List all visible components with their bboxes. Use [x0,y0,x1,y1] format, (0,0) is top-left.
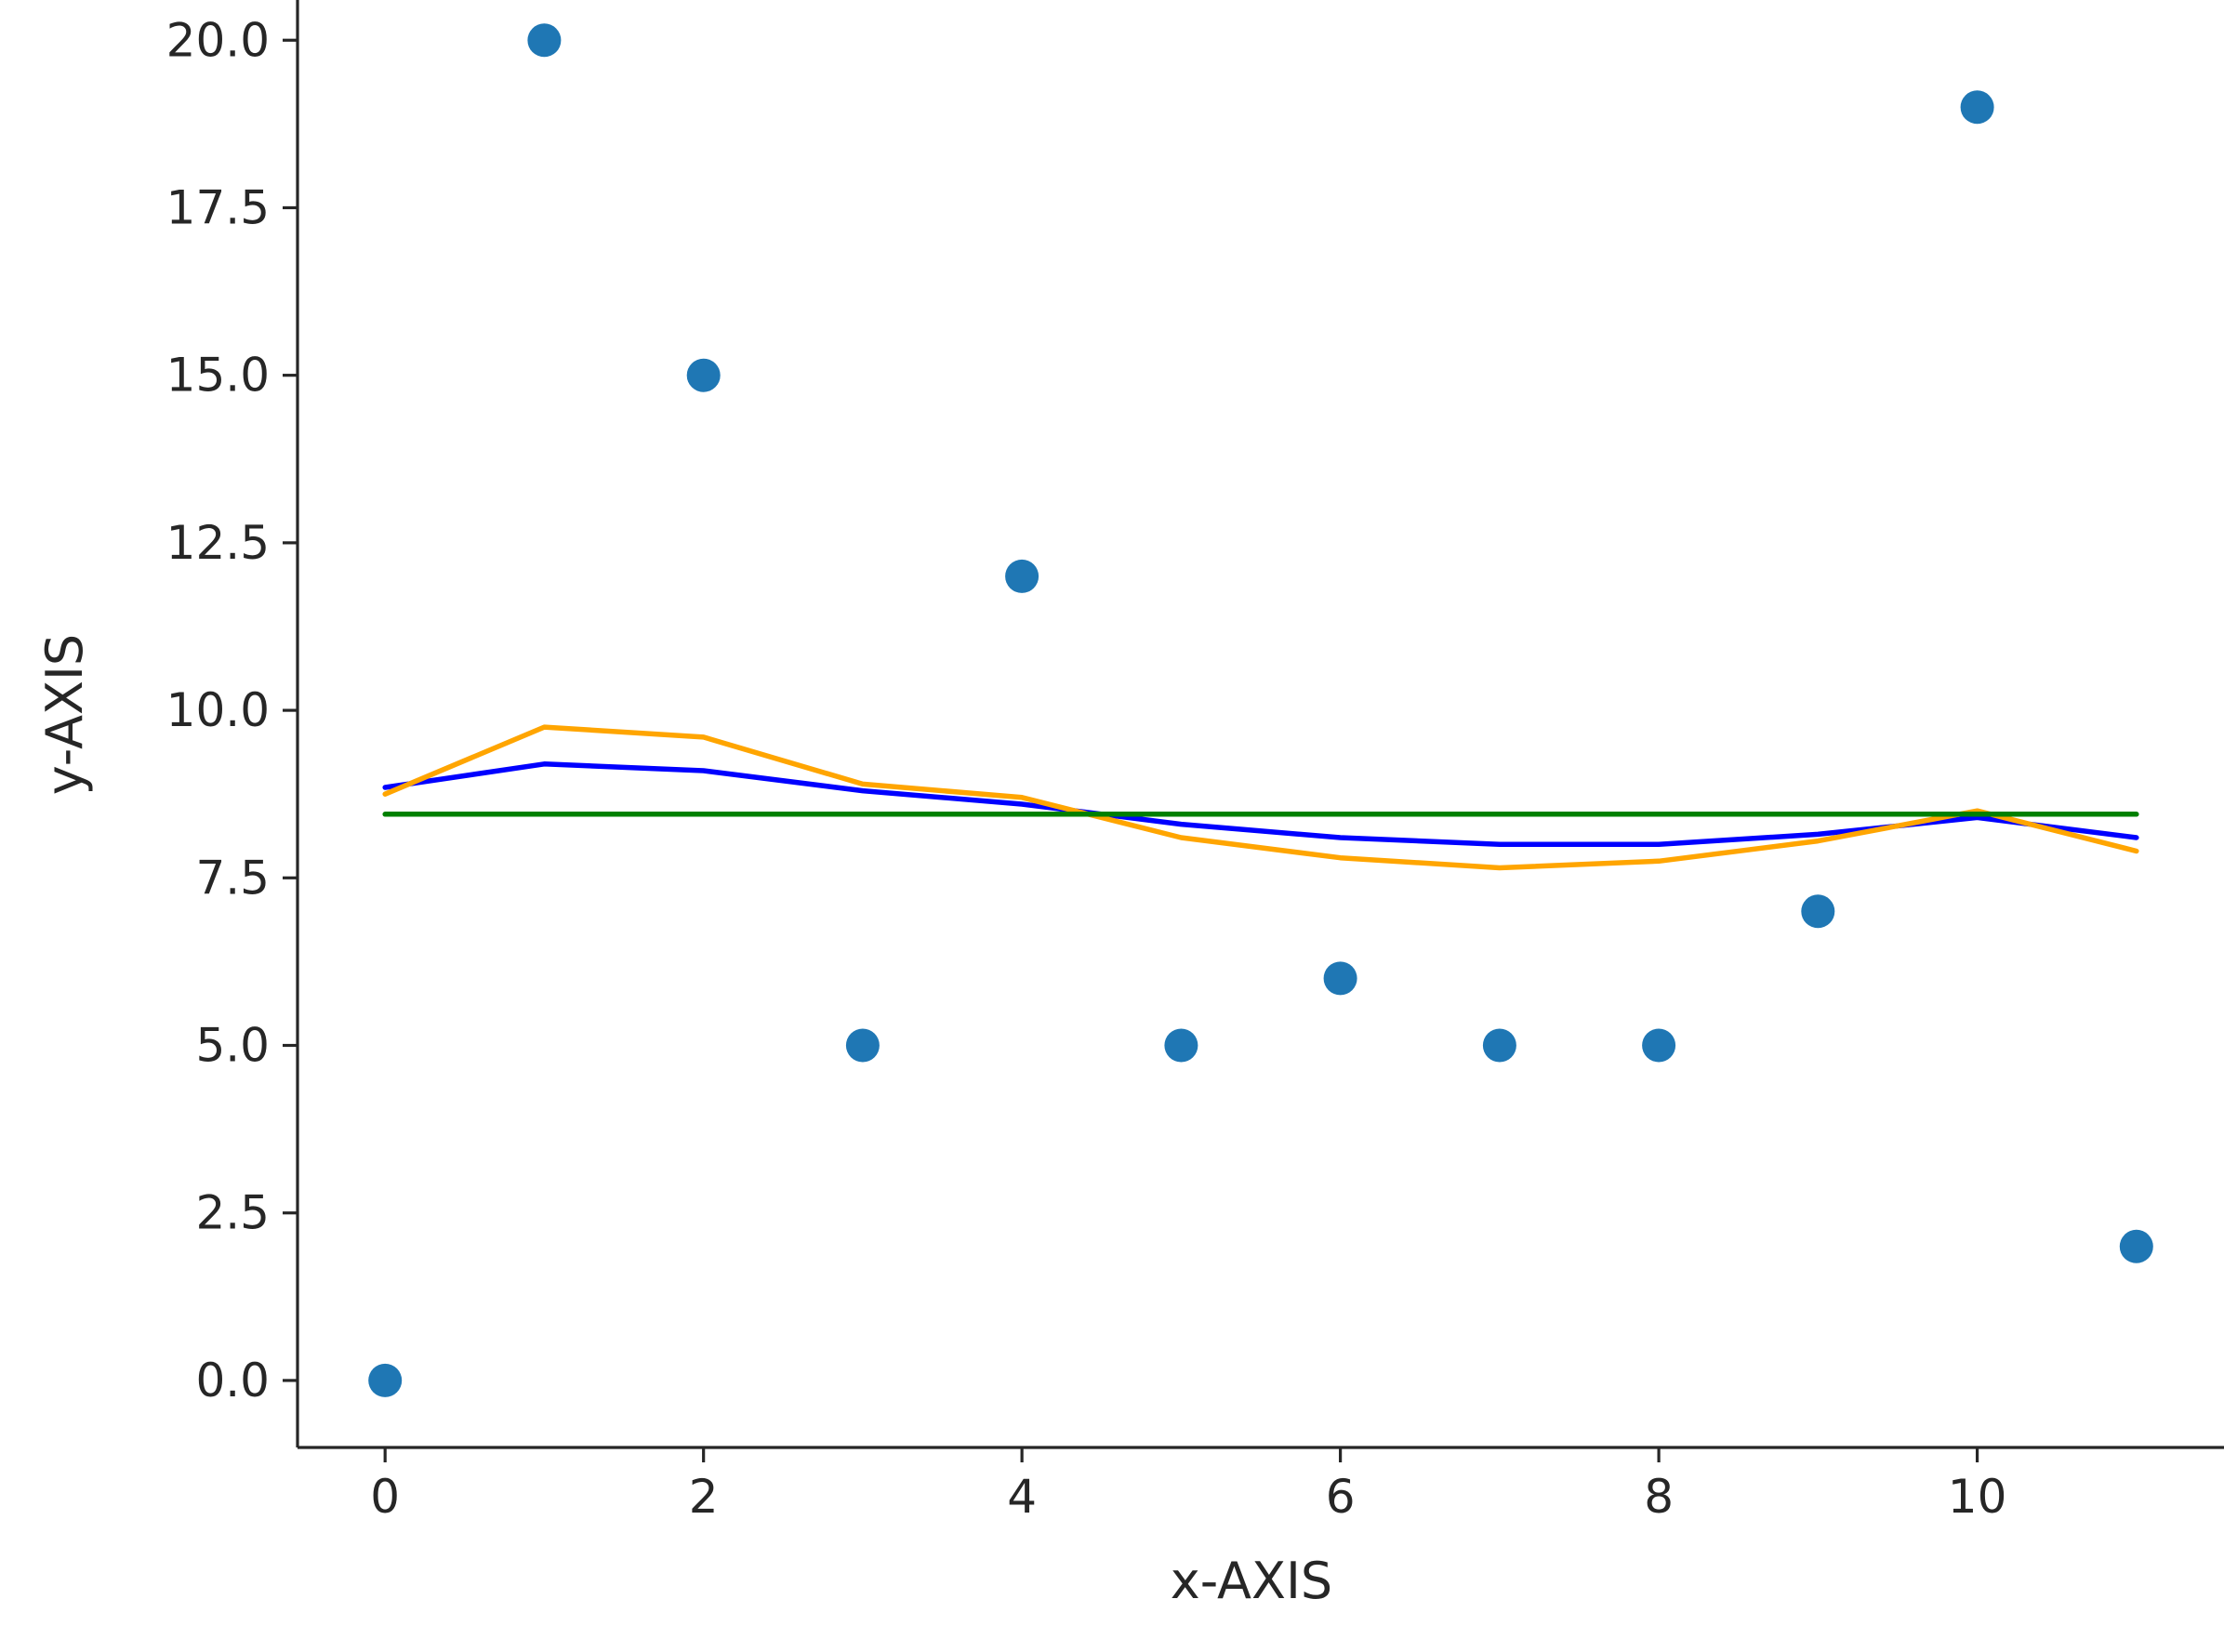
x-tick-label: 8 [1644,1470,1674,1524]
scatter-point-1 [527,23,562,58]
chart-labels: x-AXIS y-AXIS [35,634,1332,1610]
chart-marks [368,23,2153,1397]
y-tick-label: 7.5 [195,851,270,905]
y-tick-label: 12.5 [166,516,270,570]
scatter-point-3 [845,1028,880,1063]
y-tick-label: 15.0 [166,349,270,403]
scatter-point-6 [1323,961,1357,996]
y-tick-label: 17.5 [166,180,270,234]
series-line-1 [382,761,2139,848]
chart-axes: 0 2 4 6 8 10 0.0 2.5 5.0 7.5 10.0 12.5 15.0 17.5 20.0 [166,0,2224,1524]
scatter-point-4 [1005,559,1039,593]
scatter-point-8 [1642,1028,1676,1063]
y-tick-label: 0.0 [195,1354,270,1408]
x-axis-label: x-AXIS [1171,1552,1332,1610]
y-tick-label: 20.0 [166,13,270,67]
scatter-point-9 [1801,894,1835,929]
x-tick-label: 6 [1326,1470,1356,1524]
x-tick-label: 10 [1948,1470,2007,1524]
x-tick-label: 2 [689,1470,719,1524]
y-tick-label: 10.0 [166,683,270,737]
scatter-point-2 [686,358,721,392]
y-tick-label: 2.5 [195,1186,270,1240]
scatter-point-0 [368,1363,403,1397]
series-line-2 [382,724,2139,871]
x-tick-label: 0 [370,1470,400,1524]
scatter-point-10 [1960,90,1994,125]
y-axis-label: y-AXIS [35,634,94,795]
y-tick-label: 5.0 [195,1019,270,1073]
x-tick-label: 4 [1007,1470,1037,1524]
scatter-point-5 [1164,1028,1198,1063]
scatter-point-11 [2119,1229,2153,1263]
scatter-point-7 [1482,1028,1516,1063]
